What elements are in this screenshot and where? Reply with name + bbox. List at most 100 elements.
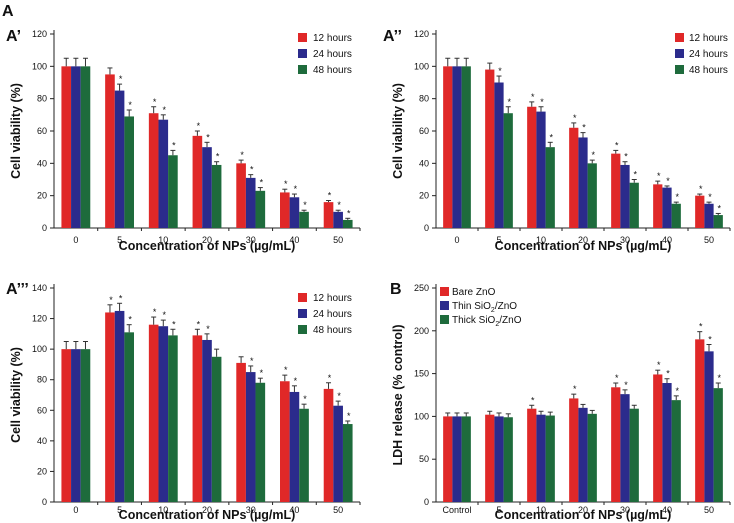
y-axis-label: LDH release (% control) [391,324,405,465]
bar [545,147,555,228]
y-tick-label: 120 [32,29,47,39]
bar [342,424,353,502]
significance-star: * [615,140,619,150]
significance-star: * [573,384,577,394]
significance-star: * [573,113,577,123]
x-tick-label: 40 [289,505,299,515]
bar [671,400,681,502]
legend-label: 48 hours [313,325,352,336]
bar [452,66,462,228]
bar [211,164,222,228]
y-tick-label: 80 [37,375,47,385]
significance-star: * [197,121,201,131]
y-tick-label: 40 [37,436,47,446]
legend-label: Thick SiO2/ZnO [452,315,522,328]
legend-label: 24 hours [689,49,728,60]
significance-star: * [531,92,535,102]
bar [629,408,639,502]
significance-star: * [540,97,544,107]
significance-star: * [633,170,637,180]
y-tick-label: 60 [37,405,47,415]
bar [569,398,579,502]
legend-swatch [298,309,307,318]
significance-star: * [717,203,721,213]
y-tick-label: 100 [32,61,47,71]
significance-star: * [240,150,244,160]
bar [236,362,246,502]
y-tick-label: 20 [419,191,429,201]
y-tick-label: 250 [414,283,429,293]
x-tick-label: 50 [704,235,714,245]
bar [61,66,72,228]
significance-star: * [250,356,254,366]
significance-star: * [119,74,123,84]
bar [124,332,134,502]
bar [71,349,81,502]
bar [114,90,125,228]
significance-star: * [119,293,123,303]
y-tick-label: 0 [42,223,47,233]
bar [578,407,588,502]
bar [443,416,453,502]
significance-star: * [153,97,157,107]
bar [333,405,343,502]
bar [578,137,588,228]
bar [323,388,334,502]
bar [158,326,169,502]
y-tick-label: 80 [37,94,47,104]
x-axis-label: Concentration of NPs (µg/mL) [119,239,296,253]
legend-swatch [440,287,449,296]
y-tick-label: 60 [419,126,429,136]
significance-star: * [531,395,535,405]
bar [245,177,256,228]
y-tick-label: 60 [37,126,47,136]
significance-star: * [303,200,307,210]
significance-star: * [197,319,201,329]
figure-label: A [2,3,14,20]
bar [545,415,555,502]
x-tick-label: 5 [496,505,501,515]
legend-label: Bare ZnO [452,287,496,298]
bar [299,408,309,502]
significance-star: * [347,208,351,218]
significance-star: * [666,369,670,379]
bar [148,113,159,228]
x-tick-label: 30 [620,235,630,245]
y-axis-label: Cell viability (%) [391,83,405,179]
significance-star: * [328,191,332,201]
bar [211,356,222,502]
bar [527,408,537,502]
bar [662,187,672,228]
legend-swatch [440,301,449,310]
bar [461,416,471,502]
bar [124,116,134,228]
significance-star: * [666,176,670,186]
bar [653,374,663,502]
significance-star: * [507,97,511,107]
significance-star: * [699,322,703,332]
x-tick-label: 40 [662,505,672,515]
significance-star: * [206,132,210,142]
bar [704,203,714,228]
bar [536,414,546,502]
bar [629,182,639,228]
significance-star: * [163,105,167,115]
x-tick-label: 0 [73,505,78,515]
significance-star: * [294,376,298,386]
significance-star: * [284,365,288,375]
bar [289,197,300,228]
x-tick-label: 40 [289,235,299,245]
legend-swatch [675,65,684,74]
panel-label: A’ [6,28,21,45]
legend-label: 48 hours [313,65,352,76]
bar [323,202,334,228]
significance-star: * [172,319,176,329]
bar [80,349,91,502]
bar [620,164,630,228]
significance-star: * [250,165,254,175]
significance-star: * [337,200,341,210]
bar [569,127,579,228]
significance-star: * [128,315,132,325]
